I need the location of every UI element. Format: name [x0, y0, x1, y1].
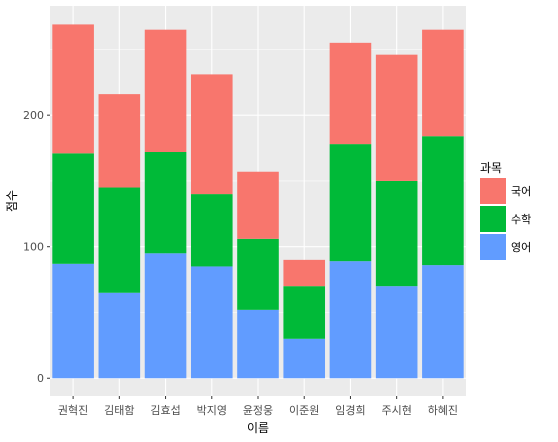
bar-segment-국어	[98, 94, 141, 188]
x-tick-label: 윤정웅	[243, 404, 273, 417]
bar-segment-영어	[98, 292, 141, 379]
y-tick-label: 200	[23, 109, 44, 122]
bar-segment-국어	[190, 74, 233, 195]
x-axis-title: 이름	[247, 421, 269, 435]
y-axis-title: 점수	[5, 190, 19, 212]
bar-segment-영어	[422, 265, 464, 379]
x-tick-label: 주시현	[381, 404, 411, 417]
bar-segment-국어	[329, 42, 372, 145]
legend-key	[480, 234, 506, 260]
y-tick-label: 0	[37, 372, 44, 385]
bar-segment-영어	[375, 286, 418, 379]
y-axis: 0 100 200	[23, 109, 50, 385]
bar-segment-수학	[283, 286, 326, 339]
bar-segment-수학	[375, 180, 418, 287]
bars	[52, 24, 464, 379]
legend-title: 과목	[480, 161, 502, 175]
bar-segment-국어	[283, 259, 326, 287]
x-tick-label: 권혁진	[58, 404, 88, 417]
legend-label: 영어	[511, 241, 531, 254]
legend-label: 수학	[511, 213, 531, 226]
bar-segment-수학	[144, 152, 187, 254]
legend-key	[480, 178, 506, 204]
x-tick-label: 김태함	[104, 404, 134, 417]
bar-segment-영어	[237, 309, 279, 379]
bar-segment-수학	[422, 136, 464, 266]
bar-segment-국어	[52, 24, 94, 154]
x-tick-label: 하혜진	[428, 403, 458, 417]
bar-segment-영어	[283, 338, 326, 379]
y-tick-label: 100	[23, 241, 44, 254]
bar-segment-국어	[237, 171, 279, 239]
legend-key	[480, 206, 506, 232]
bar-segment-수학	[98, 187, 141, 293]
bar-segment-수학	[237, 238, 279, 310]
bar-segment-영어	[52, 263, 94, 379]
bar-segment-국어	[144, 29, 187, 153]
bar-segment-영어	[190, 266, 233, 379]
bar-segment-국어	[375, 54, 418, 181]
bar-segment-영어	[144, 253, 187, 379]
x-axis: 권혁진 김태함 김효섭 박지영 윤정웅 이준원 임경희 주시현 하혜진	[58, 396, 458, 417]
bar-segment-수학	[329, 144, 372, 262]
bar-segment-수학	[190, 194, 233, 267]
bar-segment-수학	[52, 153, 94, 264]
x-tick-label: 김효섭	[150, 404, 180, 417]
bar-segment-영어	[329, 261, 372, 379]
x-tick-label: 박지영	[197, 404, 227, 417]
x-tick-label: 임경희	[335, 404, 365, 417]
bar-segment-국어	[422, 29, 464, 137]
x-tick-label: 이준원	[289, 404, 319, 417]
legend-label: 국어	[511, 185, 531, 198]
